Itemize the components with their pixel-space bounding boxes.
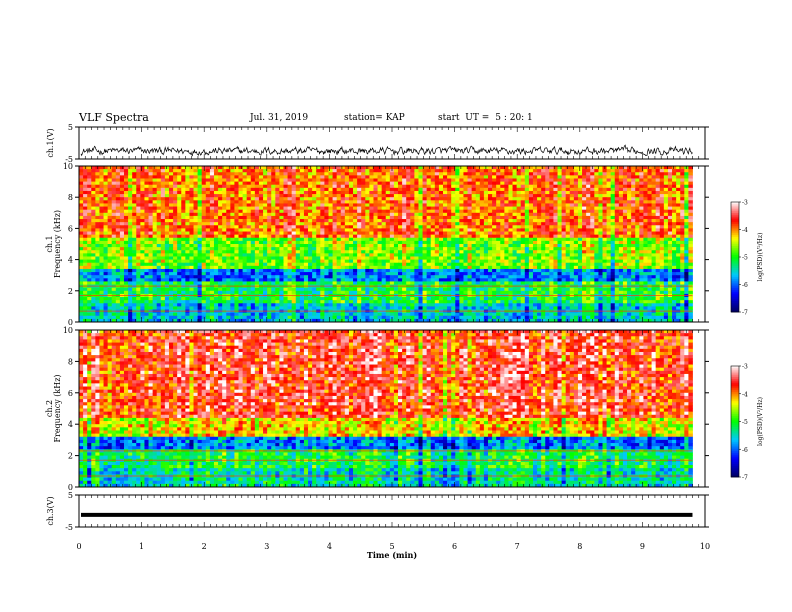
ch1-spectrogram-ytick-label: 10 — [63, 162, 73, 171]
xtick-label: 7 — [515, 542, 520, 551]
ch2-spectrogram-ylabel: Frequency (kHz) — [53, 374, 62, 442]
xtick-label: 0 — [76, 542, 81, 551]
ch1-waveform-panel: 5-5ch.1(V) — [46, 123, 709, 164]
xtick-label: 9 — [640, 542, 645, 551]
ch3-waveform-ylabel: ch.3(V) — [46, 496, 55, 525]
xtick-label: 8 — [577, 542, 582, 551]
ch1-spectrogram-ytick-label: 8 — [68, 193, 73, 202]
ch2-spectrogram-colorbar-tick: -7 — [742, 475, 748, 482]
xtick-label: 3 — [264, 542, 269, 551]
ch2-spectrogram-cells — [79, 330, 693, 487]
ch1-spectrogram-ytick-label: 4 — [68, 256, 73, 265]
ch1-spectrogram-colorbar-tick: -3 — [742, 200, 748, 207]
ch2-spectrogram-colorbar-label: log(PSD)(V²/Hz) — [757, 397, 764, 446]
ch1-spectrogram-ytick-label: 2 — [68, 287, 73, 296]
ch1-spectrogram-colorbar: -3 -4 -5 -6 -7 log(PSD)(V²/Hz) — [731, 200, 764, 317]
vlf-spectra-figure: 5-5ch.1(V)0246810ch.1 Frequency (kHz)-3-4… — [0, 0, 792, 612]
xtick-label: 6 — [452, 542, 457, 551]
ch1-waveform-ytick-label: 5 — [68, 123, 73, 132]
xtick-label: 1 — [139, 542, 144, 551]
xtick-label: 10 — [700, 542, 710, 551]
ch1-spectrogram-colorbar-tick: -7 — [742, 310, 748, 317]
ch2-spectrogram-ytick-label: 10 — [63, 326, 73, 335]
ch1-spectrogram-colorbar-tick: -6 — [742, 282, 748, 289]
ch2-spectrogram-colorbar-tick: -4 — [742, 391, 748, 398]
ch2-spectrogram-colorbar-tick: -5 — [742, 419, 748, 426]
ch2-spectrogram-colorbar-tick: -6 — [742, 447, 748, 454]
ch2-spectrogram-ytick-label: 8 — [68, 357, 73, 366]
xtick-label: 2 — [202, 542, 207, 551]
ch1-spectrogram-colorbar-tick: -4 — [742, 227, 748, 234]
ch1-waveform-ylabel: ch.1(V) — [46, 128, 55, 157]
ch2-spectrogram-colorbar: -3 -4 -5 -6 -7 log(PSD)(V²/Hz) — [731, 364, 764, 482]
ch2-spectrogram-ytick-label: 6 — [68, 389, 73, 398]
ch2-spectrogram-ytick-label: 2 — [68, 452, 73, 461]
ch1-waveform-trace — [81, 145, 693, 156]
ch2-spectrogram-colorbar-tick: -3 — [742, 364, 748, 371]
ch3-waveform-ytick-label: -5 — [65, 523, 73, 532]
ch1-spectrogram-ylabel: Frequency (kHz) — [53, 210, 62, 278]
ch1-spectrogram-colorbar-tick: -5 — [742, 255, 748, 262]
ch3-waveform-ytick-label: 5 — [68, 491, 73, 500]
x-axis-label: Time (min) — [367, 550, 417, 560]
ch2-spectrogram-ytick-label: 4 — [68, 420, 73, 429]
xtick-label: 4 — [327, 542, 332, 551]
ch1-spectrogram-colorbar-label: log(PSD)(V²/Hz) — [757, 233, 764, 282]
ch1-spectrogram-ytick-label: 6 — [68, 224, 73, 233]
ch1-spectrogram-cells — [79, 166, 693, 322]
